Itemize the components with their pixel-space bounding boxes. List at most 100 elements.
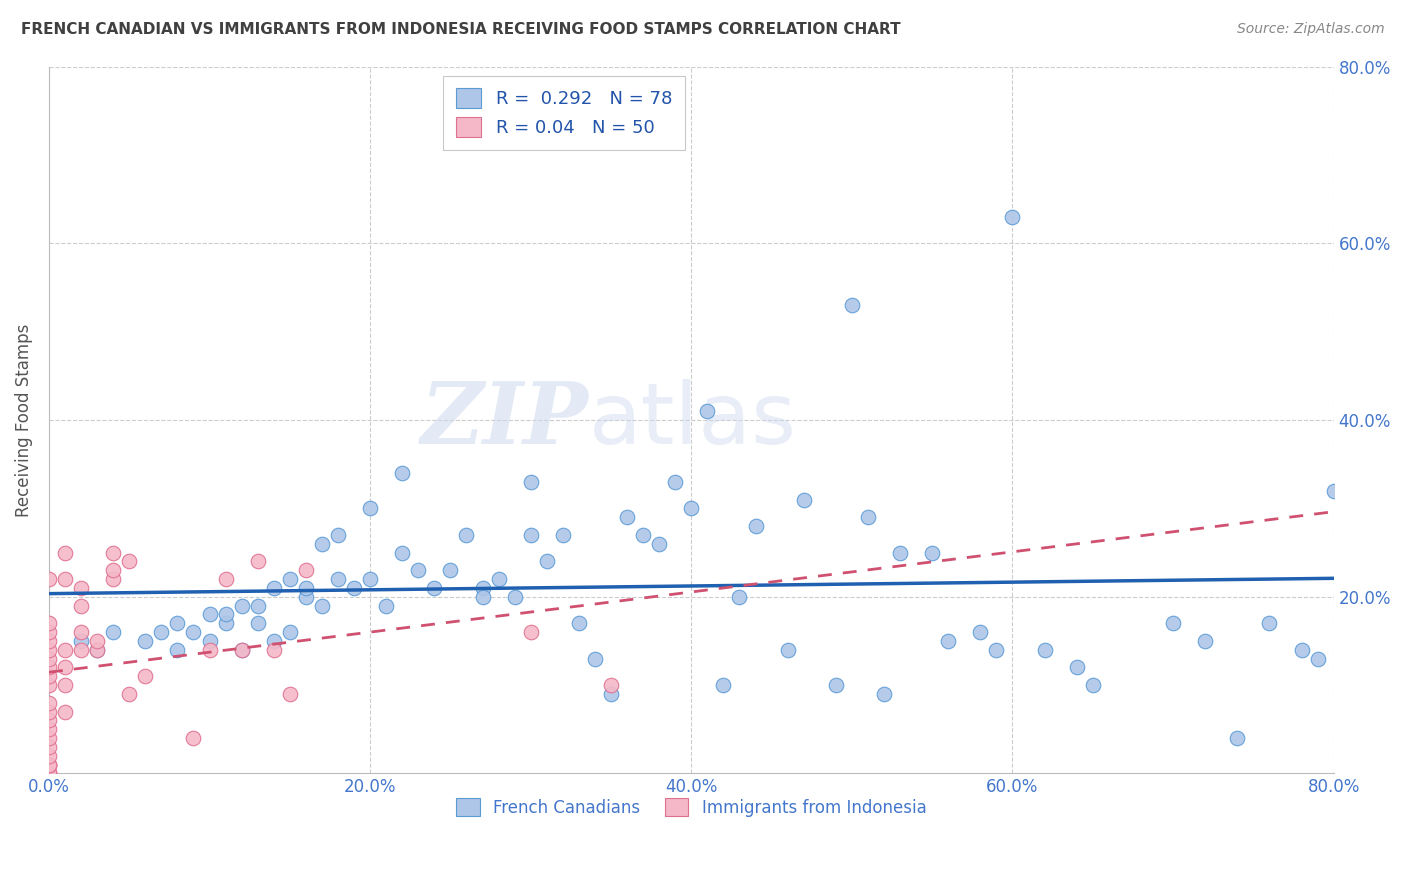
Point (118, 554, 141, 568)
Point (38, 696, 60, 710)
Y-axis label: Receiving Food Stamps: Receiving Food Stamps (15, 323, 32, 516)
Point (198, 642, 221, 657)
Point (295, 581, 318, 595)
Point (38, 616, 60, 631)
Point (969, 625, 991, 640)
Point (600, 687, 623, 701)
Point (70, 633, 93, 648)
Point (118, 687, 141, 701)
Point (326, 528, 349, 542)
Point (246, 616, 269, 631)
Point (198, 607, 221, 622)
Point (744, 519, 766, 533)
Point (38, 766, 60, 780)
Point (1033, 642, 1056, 657)
Point (278, 687, 301, 701)
Point (873, 687, 896, 701)
Point (150, 625, 173, 640)
Point (1306, 651, 1329, 665)
Point (343, 581, 366, 595)
Point (631, 528, 654, 542)
Point (889, 545, 911, 559)
Point (38, 757, 60, 772)
Point (713, 678, 735, 692)
Point (183, 731, 205, 745)
Legend: French Canadians, Immigrants from Indonesia: French Canadians, Immigrants from Indone… (449, 789, 935, 825)
Point (1081, 678, 1104, 692)
Text: Source: ZipAtlas.com: Source: ZipAtlas.com (1237, 22, 1385, 37)
Point (214, 607, 236, 622)
Point (53, 642, 76, 657)
Point (1226, 731, 1249, 745)
Point (53, 660, 76, 674)
Point (841, 298, 863, 312)
Point (86, 642, 108, 657)
Point (1291, 642, 1313, 657)
Point (616, 510, 638, 524)
Point (359, 501, 381, 516)
Point (986, 642, 1008, 657)
Point (231, 642, 253, 657)
Point (103, 545, 125, 559)
Point (38, 766, 60, 780)
Point (38, 669, 60, 683)
Point (263, 581, 285, 595)
Point (311, 599, 333, 613)
Point (1001, 210, 1024, 224)
Point (456, 528, 478, 542)
Point (183, 625, 205, 640)
Point (38, 766, 60, 780)
Point (214, 616, 236, 631)
Point (166, 616, 188, 631)
Point (103, 563, 125, 577)
Point (375, 599, 398, 613)
Point (471, 590, 494, 604)
Point (103, 572, 125, 586)
Point (1194, 633, 1216, 648)
Point (391, 545, 413, 559)
Point (134, 633, 156, 648)
Point (1066, 660, 1088, 674)
Point (38, 660, 60, 674)
Point (246, 599, 269, 613)
Point (246, 554, 269, 568)
Point (936, 633, 959, 648)
Point (551, 528, 574, 542)
Point (86, 642, 108, 657)
Point (53, 678, 76, 692)
Point (519, 625, 541, 640)
Point (311, 537, 333, 551)
Point (38, 714, 60, 728)
Point (793, 492, 815, 507)
Point (103, 625, 125, 640)
Point (488, 572, 510, 586)
Point (439, 563, 461, 577)
Point (53, 545, 76, 559)
Point (1161, 616, 1184, 631)
Point (278, 572, 301, 586)
Point (38, 748, 60, 763)
Point (921, 545, 943, 559)
Point (648, 537, 671, 551)
Point (53, 705, 76, 719)
Point (583, 651, 606, 665)
Point (263, 633, 285, 648)
Point (38, 642, 60, 657)
Point (391, 466, 413, 480)
Point (38, 731, 60, 745)
Point (70, 625, 93, 640)
Point (600, 678, 623, 692)
Point (53, 572, 76, 586)
Point (664, 475, 686, 489)
Point (1258, 616, 1281, 631)
Point (166, 642, 188, 657)
Point (198, 633, 221, 648)
Point (86, 633, 108, 648)
Point (38, 572, 60, 586)
Point (536, 554, 558, 568)
Point (503, 590, 526, 604)
Point (776, 642, 799, 657)
Point (1323, 483, 1346, 498)
Text: ZIP: ZIP (420, 378, 589, 462)
Point (214, 572, 236, 586)
